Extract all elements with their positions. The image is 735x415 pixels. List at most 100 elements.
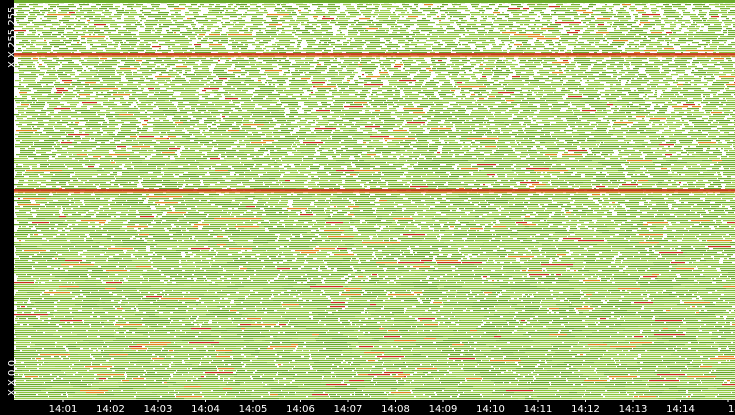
heatmap-cell-run <box>521 142 530 144</box>
heatmap-cell-run <box>18 62 33 64</box>
heatmap-cell-run <box>375 36 403 38</box>
heatmap-cell-run <box>432 46 441 48</box>
heatmap-cell-run <box>552 72 563 74</box>
heatmap-cell-run <box>148 44 151 46</box>
heatmap-cell-run <box>559 74 576 76</box>
heatmap-cell-run <box>482 188 492 190</box>
heatmap-cell-run <box>569 24 579 26</box>
heatmap-cell-run <box>180 44 192 46</box>
heatmap-cell-run <box>251 170 279 172</box>
heatmap-cell-run <box>277 62 291 64</box>
heatmap-cell-run <box>27 34 35 36</box>
heatmap-cell-run <box>416 142 429 144</box>
heatmap-cell-run <box>179 72 182 74</box>
heatmap-cell-run <box>603 118 619 120</box>
heatmap-cell-run <box>527 4 535 6</box>
heatmap-cell-run <box>242 24 245 26</box>
heatmap-cell-run <box>395 166 402 168</box>
heatmap-cell-run <box>118 138 136 140</box>
heatmap-cell-run <box>514 44 522 46</box>
heatmap-cell-run <box>166 164 188 166</box>
heatmap-cell-run <box>457 24 461 26</box>
heatmap-cell-run <box>204 144 217 146</box>
heatmap-cell-run <box>488 118 508 120</box>
heatmap-cell-run <box>222 24 234 26</box>
heatmap-cell-run <box>146 84 159 86</box>
heatmap-cell-run <box>483 72 493 74</box>
heatmap-cell-run <box>23 70 36 72</box>
heatmap-cell-run <box>166 80 171 82</box>
heatmap-cell-run <box>112 108 124 110</box>
heatmap-cell-run <box>602 50 622 52</box>
heatmap-cell-run <box>625 74 635 76</box>
heatmap-cell-run <box>70 104 77 106</box>
heatmap-cell-run <box>501 130 512 132</box>
heatmap-cell-run <box>168 48 181 50</box>
heatmap-cell-run <box>584 170 618 172</box>
heatmap-cell-run <box>679 174 681 176</box>
heatmap-cell-run <box>481 6 489 8</box>
heatmap-cell-run <box>648 36 662 38</box>
heatmap-cell-run <box>218 144 241 146</box>
heatmap-cell-run <box>607 66 614 68</box>
heatmap-cell-run <box>157 168 161 170</box>
heatmap-cell-run <box>172 68 189 70</box>
heatmap-cell-run <box>16 34 24 36</box>
heatmap-cell-run <box>36 152 46 154</box>
heatmap-cell-run <box>592 76 611 78</box>
heatmap-cell-run <box>430 130 438 132</box>
heatmap-cell-run <box>208 76 216 78</box>
heatmap-cell-run <box>698 14 706 16</box>
heatmap-cell-run <box>214 146 231 148</box>
heatmap-cell-run <box>69 148 86 150</box>
heatmap-cell-run <box>73 154 77 156</box>
heatmap-cell-run <box>272 78 288 80</box>
heatmap-cell-run <box>609 102 629 104</box>
heatmap-cell-run <box>331 110 341 112</box>
heatmap-cell-run <box>406 26 410 28</box>
heatmap-cell-run <box>702 118 708 120</box>
heatmap-cell-run <box>203 38 208 40</box>
heatmap-cell-run <box>48 94 63 96</box>
heatmap-cell-run <box>216 140 237 142</box>
heatmap-cell-run <box>487 94 503 96</box>
heatmap-cell-run <box>134 182 139 184</box>
heatmap-cell-run <box>566 110 572 112</box>
heatmap-cell-run <box>54 78 58 80</box>
heatmap-cell-run <box>242 128 256 130</box>
heatmap-cell-run <box>403 90 421 92</box>
heatmap-cell-run <box>383 126 400 128</box>
heatmap-cell-run <box>606 82 621 84</box>
heatmap-cell-run <box>79 94 90 96</box>
heatmap-cell-run <box>404 88 411 90</box>
heatmap-cell-run <box>611 10 613 12</box>
heatmap-cell-run <box>700 30 703 32</box>
heatmap-cell-run <box>550 156 557 158</box>
heatmap-cell-run <box>14 72 24 74</box>
heatmap-cell-run <box>65 94 77 96</box>
heatmap-cell-run <box>164 174 173 176</box>
heatmap-cell-run <box>683 12 690 14</box>
heatmap-cell-run <box>367 20 369 22</box>
heatmap-cell-run <box>262 106 281 108</box>
heatmap-cell-run <box>732 128 734 130</box>
heatmap-cell-run <box>429 98 439 100</box>
heatmap-cell-run <box>517 10 527 12</box>
heatmap-cell-run <box>423 124 425 126</box>
heatmap-cell-run <box>165 186 177 188</box>
heatmap-cell-run <box>590 58 604 60</box>
heatmap-cell-run <box>560 58 571 60</box>
heatmap-cell-run <box>562 42 576 44</box>
heatmap-cell-run <box>372 8 378 10</box>
heatmap-cell-run <box>19 64 23 66</box>
heatmap-cell-run <box>384 12 391 14</box>
heatmap-cell-run <box>715 70 732 72</box>
heatmap-cell-run <box>416 34 425 36</box>
heatmap-cell-run <box>154 62 168 64</box>
heatmap-cell-run <box>244 28 248 30</box>
heatmap-cell-run <box>150 116 167 118</box>
heatmap-cell-run <box>105 48 116 50</box>
heatmap-cell-run <box>360 34 389 36</box>
heatmap-cell-run <box>175 114 190 116</box>
heatmap-cell-run <box>312 24 317 26</box>
